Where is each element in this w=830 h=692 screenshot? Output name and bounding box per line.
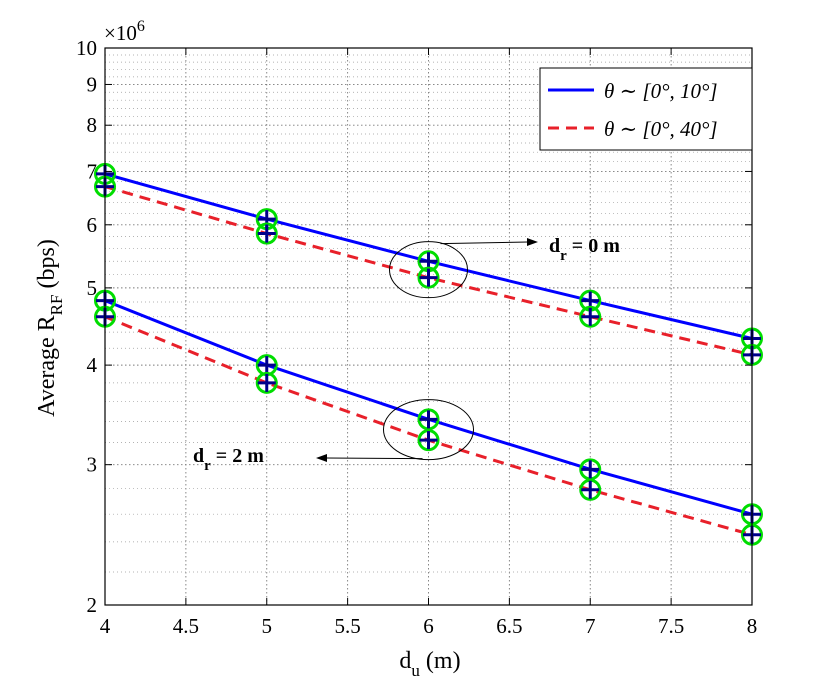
y-multiplier-exp: 6 <box>137 18 145 35</box>
x-tick-label: 5 <box>262 614 273 638</box>
x-tick-label: 6 <box>423 614 434 638</box>
marker-plus <box>581 460 600 479</box>
marker-circle <box>417 429 440 452</box>
y-tick-label: 4 <box>87 353 98 377</box>
x-label-suffix: (m) <box>420 648 461 674</box>
annotation-arrow-dr0 <box>440 241 529 245</box>
marker-circle <box>417 266 440 289</box>
y-tick-label: 8 <box>87 113 98 137</box>
x-tick-label: 7.5 <box>658 614 684 638</box>
annotation-dr2-suffix: = 2 m <box>211 445 264 467</box>
y-tick-label: 3 <box>87 453 98 477</box>
y-tick-label: 6 <box>87 213 98 237</box>
annotation-arrow-dr2 <box>325 457 423 460</box>
annotation-dr2: dr = 2 m <box>193 445 264 474</box>
annotation-arrowhead-dr2 <box>316 454 327 462</box>
y-label-main: Average R <box>34 315 60 417</box>
x-tick-label: 7 <box>585 614 596 638</box>
y-tick-label: 7 <box>87 159 98 183</box>
annotation-dr0: dr = 0 m <box>549 235 620 264</box>
legend-box <box>539 67 753 151</box>
marker-circle <box>417 408 440 431</box>
y-tick-label: 5 <box>87 276 98 300</box>
legend-label-1: θ ∼ [0°, 40°] <box>604 117 718 141</box>
marker-plus <box>419 410 438 429</box>
marker-plus <box>581 480 600 499</box>
y-tick-label: 2 <box>87 593 98 617</box>
y-axis-multiplier: ×106 <box>104 18 145 45</box>
y-tick-label: 10 <box>76 36 97 60</box>
marker-circle <box>255 222 278 245</box>
annotation-dr0-main: d <box>549 235 560 257</box>
series-line-1 <box>104 185 753 357</box>
annotation-dr0-sub: r <box>560 248 567 264</box>
annotation-arrowhead-dr0 <box>527 238 538 246</box>
legend-label-0: θ ∼ [0°, 10°] <box>604 79 718 103</box>
x-label-main: d <box>399 648 411 674</box>
marker-circle <box>579 305 602 328</box>
x-tick-label: 5.5 <box>335 614 361 638</box>
annotation-ellipse-dr0 <box>389 241 468 299</box>
y-label-suffix: (bps) <box>34 239 60 294</box>
marker-plus <box>257 373 276 392</box>
y-multiplier-base: ×10 <box>104 21 137 45</box>
annotation-ellipse-dr2 <box>383 399 474 461</box>
x-tick-label: 4.5 <box>173 614 199 638</box>
marker-plus <box>419 268 438 287</box>
x-tick-label: 8 <box>747 614 758 638</box>
legend: θ ∼ [0°, 10°] θ ∼ [0°, 40°] <box>539 67 753 151</box>
marker-plus <box>257 224 276 243</box>
marker-plus <box>257 356 276 375</box>
y-label-sub: RF <box>47 295 66 316</box>
x-axis: 4 4.5 5 5.5 6 6.5 7 7.5 8 <box>100 48 758 638</box>
y-tick-label: 9 <box>87 72 98 96</box>
annotations-layer <box>316 238 538 462</box>
x-tick-label: 6.5 <box>496 614 522 638</box>
marker-plus <box>581 307 600 326</box>
marker-circle <box>579 478 602 501</box>
x-label-sub: u <box>411 661 420 680</box>
marker-circle <box>255 371 278 394</box>
y-axis: 2 3 4 5 6 7 8 9 10 <box>76 36 752 617</box>
annotation-dr0-suffix: = 0 m <box>567 235 620 257</box>
marker-plus <box>419 431 438 450</box>
x-axis-label: du (m) <box>399 648 460 680</box>
x-tick-label: 4 <box>100 614 111 638</box>
y-axis-label: Average RRF (bps) <box>34 239 66 417</box>
annotation-dr2-sub: r <box>204 458 211 474</box>
annotation-dr2-main: d <box>193 445 204 467</box>
